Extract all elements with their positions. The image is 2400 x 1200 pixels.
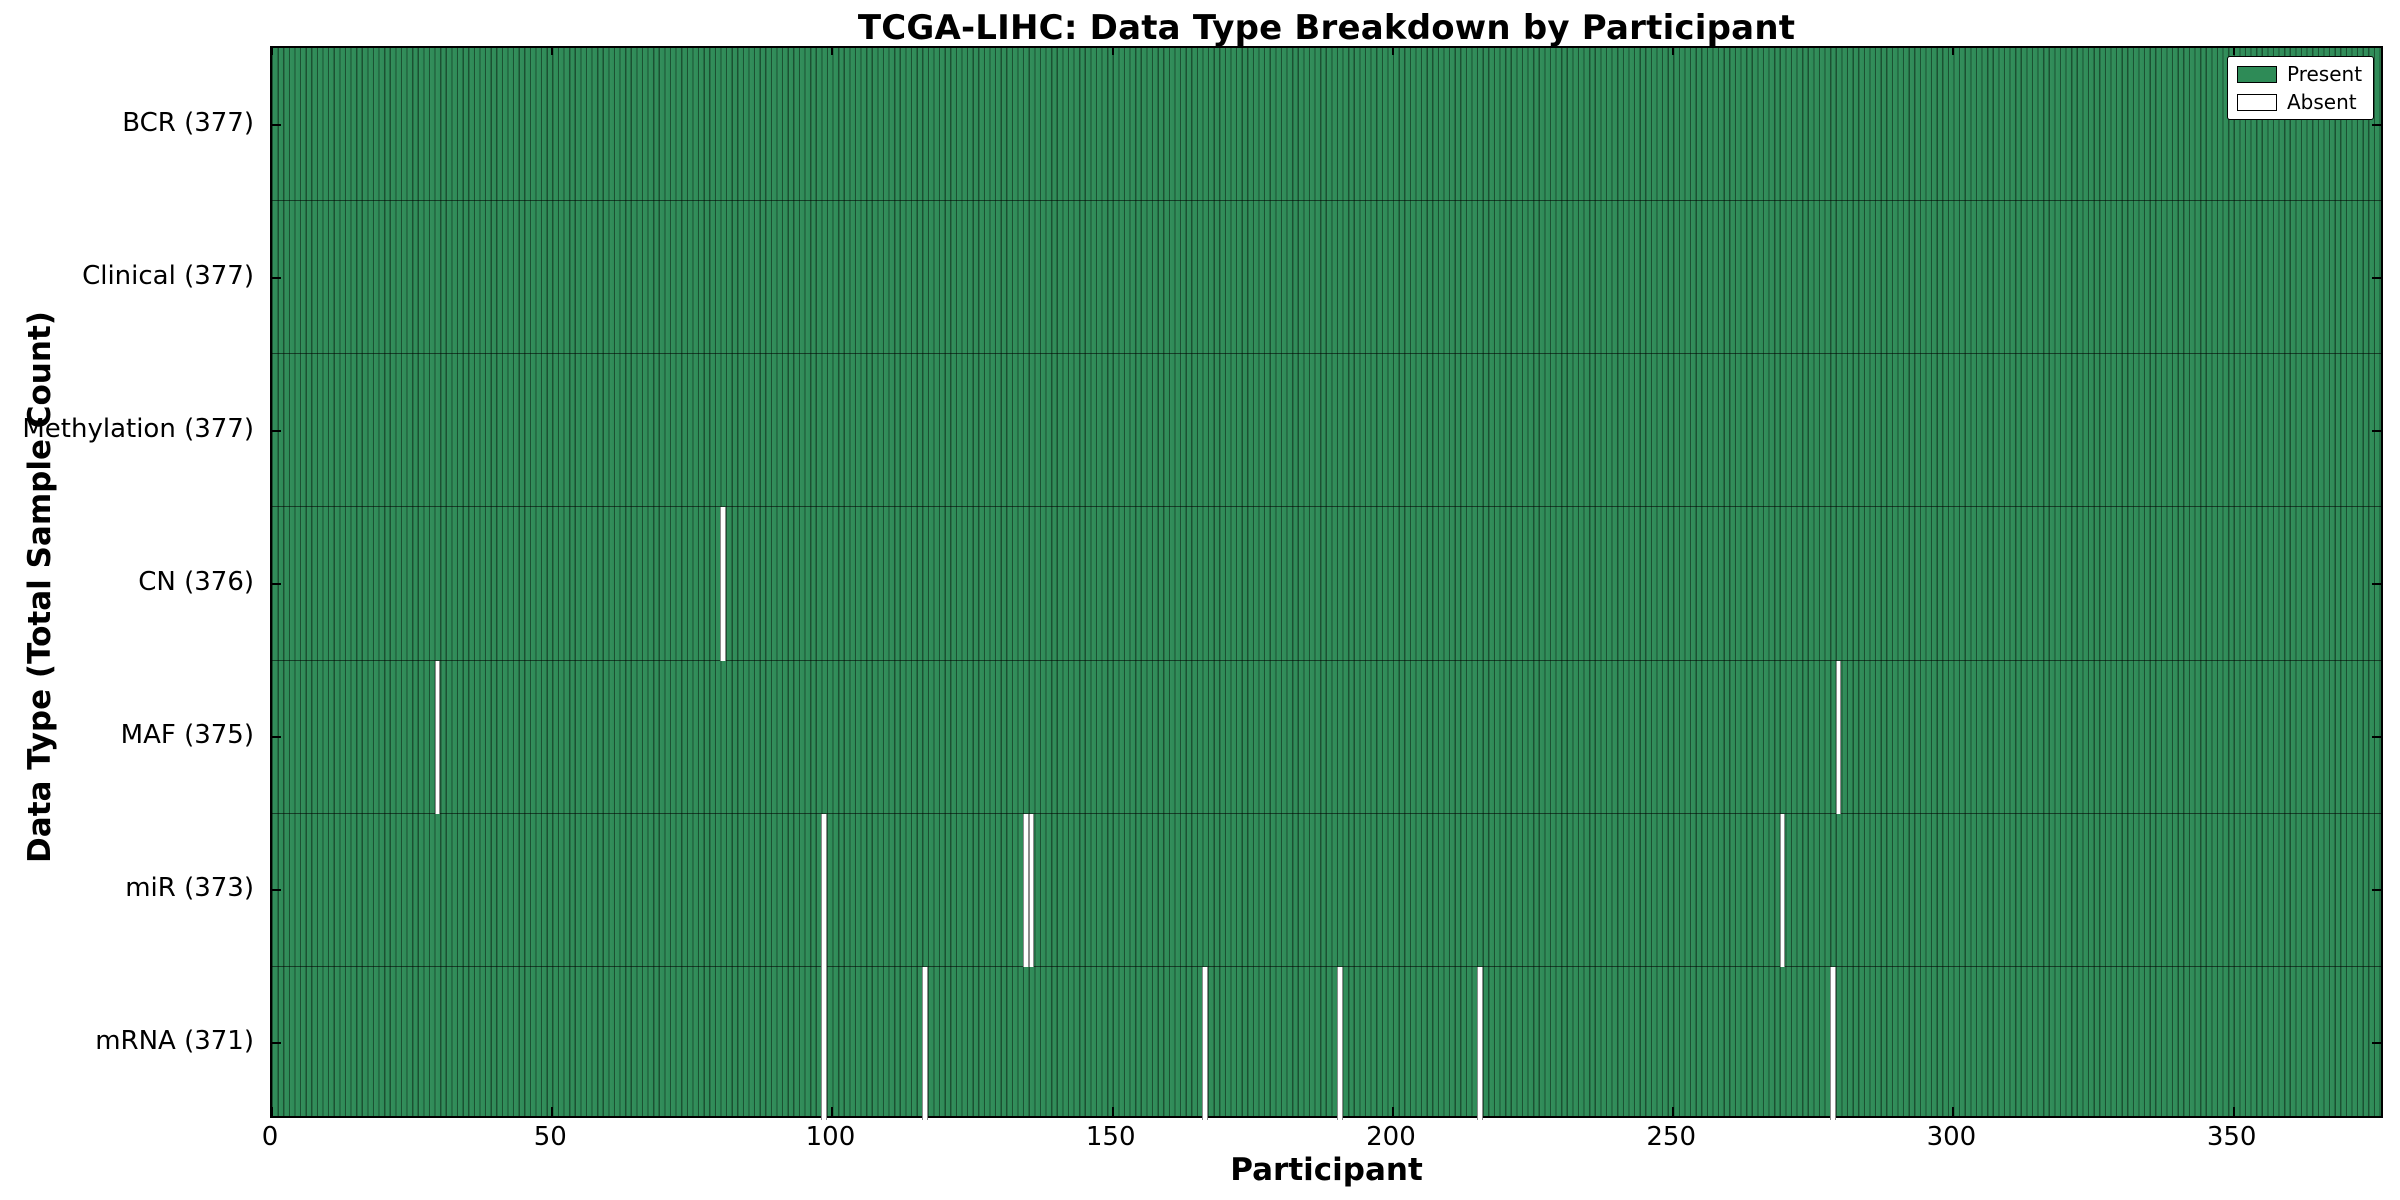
x-tick-bottom-200 <box>1391 1107 1394 1116</box>
x-tick-top-0 <box>271 48 273 55</box>
x-tick-bottom-0 <box>271 1107 273 1116</box>
y-tick-label-Clinical: Clinical (377) <box>82 260 254 291</box>
y-tick-label-CN: CN (376) <box>138 567 254 597</box>
absent-gap-MAF-279 <box>1835 660 1842 814</box>
y-tick-right-CN <box>2372 583 2381 585</box>
absent-gap-MAF-29 <box>434 660 441 814</box>
absent-gap-miR-269 <box>1779 813 1786 967</box>
legend-item-absent: Absent <box>2237 92 2364 112</box>
x-tick-bottom-250 <box>1672 1107 1675 1116</box>
x-tick-top-300 <box>1952 48 1955 55</box>
absent-gap-mRNA-215 <box>1477 966 1483 1120</box>
x-tick-label-0: 0 <box>261 1122 279 1152</box>
y-tick-left-Clinical <box>272 276 281 279</box>
y-tick-label-BCR: BCR (377) <box>122 107 254 138</box>
y-tick-left-miR <box>272 889 281 892</box>
x-tick-top-100 <box>831 48 834 55</box>
y-tick-right-mRNA <box>2372 1042 2381 1045</box>
y-tick-label-miR: miR (373) <box>125 873 254 904</box>
y-tick-left-Methylation <box>272 429 281 432</box>
y-tick-left-MAF <box>272 736 281 739</box>
row-BCR <box>272 48 2381 202</box>
legend-absent-swatch-icon <box>2237 93 2277 111</box>
absent-gap-mRNA-190 <box>1336 966 1343 1120</box>
x-tick-bottom-50 <box>551 1107 554 1116</box>
absent-gap-mRNA-116 <box>922 966 928 1120</box>
x-tick-label-300: 300 <box>1926 1122 1977 1152</box>
x-tick-top-350 <box>2232 48 2235 55</box>
x-tick-bottom-100 <box>831 1107 834 1116</box>
row-Methylation <box>272 354 2381 508</box>
y-tick-left-BCR <box>272 123 281 126</box>
row-miR <box>272 813 2381 967</box>
x-tick-bottom-350 <box>2232 1107 2235 1116</box>
y-tick-label-MAF: MAF (375) <box>120 720 254 751</box>
x-tick-bottom-300 <box>1952 1107 1955 1116</box>
row-mRNA <box>272 966 2381 1120</box>
legend-label-present: Present <box>2287 62 2363 86</box>
absent-gap-miR-134 <box>1023 813 1029 967</box>
x-tick-label-100: 100 <box>805 1122 856 1152</box>
x-tick-label-250: 250 <box>1646 1122 1696 1152</box>
x-tick-top-50 <box>551 48 554 55</box>
x-tick-top-200 <box>1391 48 1394 55</box>
y-tick-label-mRNA: mRNA (371) <box>95 1026 254 1057</box>
absent-gap-mRNA-166 <box>1202 966 1208 1120</box>
row-MAF <box>272 660 2381 814</box>
plot-area <box>270 46 2383 1120</box>
x-tick-label-350: 350 <box>2206 1122 2257 1152</box>
x-tick-bottom-150 <box>1111 1107 1114 1116</box>
y-tick-left-CN <box>272 583 281 585</box>
legend: Present Absent <box>2227 56 2374 120</box>
x-tick-label-150: 150 <box>1085 1122 1136 1152</box>
y-tick-right-Methylation <box>2372 429 2381 432</box>
x-tick-top-250 <box>1672 48 1675 55</box>
legend-label-absent: Absent <box>2287 90 2357 114</box>
absent-gap-CN-80 <box>720 507 726 661</box>
y-tick-right-Clinical <box>2372 276 2381 279</box>
row-CN <box>272 507 2381 661</box>
x-tick-label-50: 50 <box>533 1122 567 1152</box>
y-tick-label-Methylation: Methylation (377) <box>22 413 254 444</box>
legend-item-present: Present <box>2237 64 2364 84</box>
row-Clinical <box>272 201 2381 355</box>
x-tick-top-150 <box>1111 48 1114 55</box>
chart-title: TCGA-LIHC: Data Type Breakdown by Partic… <box>857 8 1796 48</box>
legend-present-swatch-icon <box>2237 65 2277 83</box>
y-tick-right-MAF <box>2372 736 2381 739</box>
absent-gap-miR-135 <box>1028 813 1035 967</box>
absent-gap-miR-98 <box>821 813 827 967</box>
x-axis-title: Participant <box>1230 1152 1423 1188</box>
y-tick-right-miR <box>2372 889 2381 892</box>
y-tick-left-mRNA <box>272 1042 281 1045</box>
absent-gap-mRNA-98 <box>821 966 827 1120</box>
x-tick-label-200: 200 <box>1366 1122 1416 1152</box>
y-tick-right-BCR <box>2372 123 2381 126</box>
absent-gap-mRNA-278 <box>1830 966 1836 1120</box>
